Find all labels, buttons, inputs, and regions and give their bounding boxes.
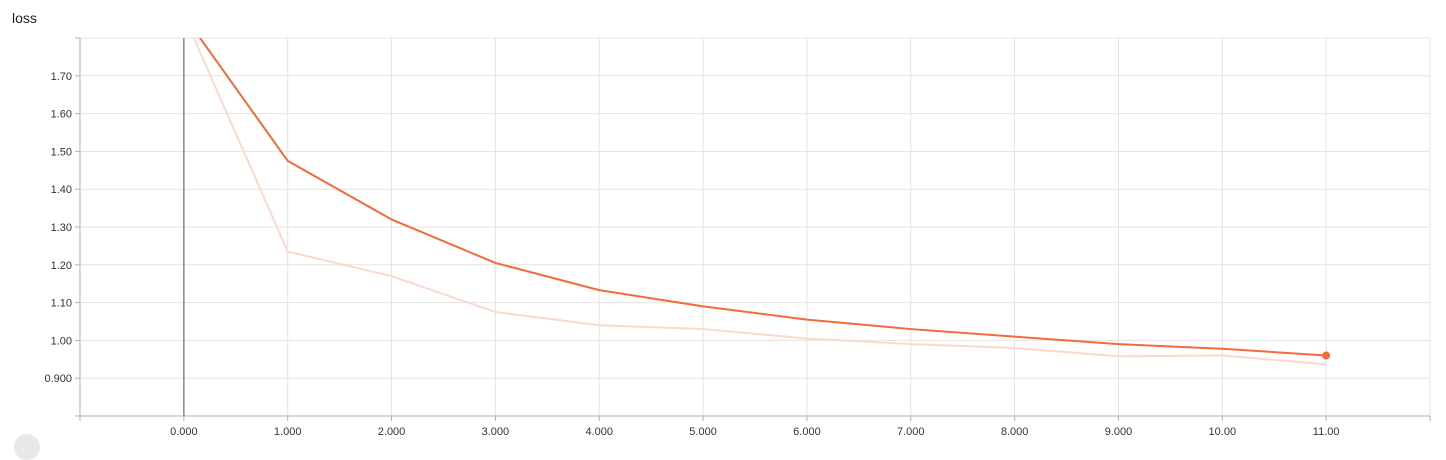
x-tick-label: 5.000: [689, 426, 717, 438]
y-tick-label: 1.10: [51, 298, 72, 310]
x-tick-label: 6.000: [793, 426, 821, 438]
x-tick-label: 7.000: [897, 426, 925, 438]
x-tick-label: 4.000: [585, 426, 613, 438]
y-tick-label: 1.30: [51, 222, 72, 234]
x-tick-label: 3.000: [482, 426, 510, 438]
y-tick-label: 1.60: [51, 109, 72, 121]
series-end-marker: [1322, 352, 1330, 360]
loss-chart[interactable]: 0.900 1.00 1.10 1.20 1.30 1.40 1.50 1.60 1.70 0.0…: [0, 0, 1446, 442]
y-tick-label: 1.50: [51, 146, 72, 158]
x-tick-label: 11.00: [1313, 426, 1340, 438]
y-tick-label: 0.900: [44, 373, 72, 385]
y-tick-label: 1.20: [51, 260, 72, 272]
x-tick-label: 1.000: [274, 426, 302, 438]
y-tick-label: 1.00: [51, 335, 72, 347]
expand-button[interactable]: [14, 434, 40, 460]
series-line-smoothed: [184, 15, 1326, 355]
y-tick-label: 1.40: [51, 184, 72, 196]
x-tick-label: 9.000: [1105, 426, 1133, 438]
x-tick-label: 2.000: [378, 426, 406, 438]
x-tick-label: 0.000: [170, 426, 198, 438]
x-tick-label: 8.000: [1001, 426, 1029, 438]
y-tick-label: 1.70: [51, 71, 72, 83]
x-tick-label: 10.00: [1209, 426, 1237, 438]
series-line-raw: [184, 15, 1326, 364]
